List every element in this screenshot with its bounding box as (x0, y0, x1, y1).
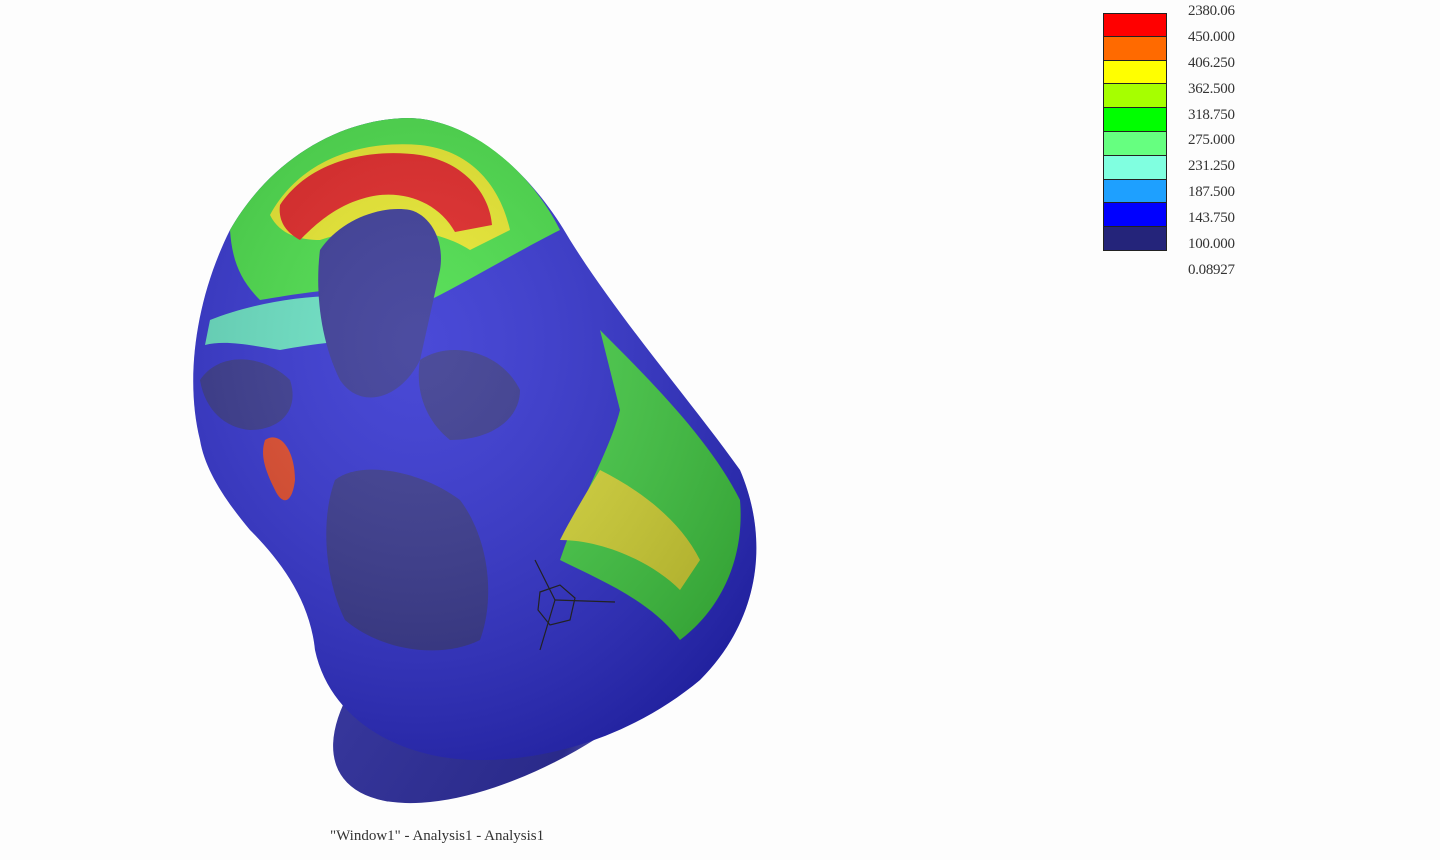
legend-label: 2380.06 (1188, 3, 1235, 19)
legend-label: 450.000 (1188, 28, 1235, 45)
legend-label: 362.500 (1188, 80, 1235, 97)
legend-band (1103, 203, 1167, 228)
color-legend (1103, 13, 1167, 251)
legend-band (1103, 13, 1167, 37)
legend-band (1103, 108, 1167, 132)
legend-label: 275.000 (1188, 132, 1235, 149)
legend-band (1103, 84, 1167, 109)
window-caption: "Window1" - Analysis1 - Analysis1 (330, 828, 545, 844)
legend-label: 187.500 (1188, 184, 1235, 201)
legend-label: 0.08927 (1188, 261, 1235, 278)
coordinate-axes-triad-icon (534, 559, 616, 651)
legend-band (1103, 60, 1167, 85)
legend-label: 143.750 (1188, 210, 1235, 227)
legend-band (1103, 155, 1167, 180)
body-shading (193, 118, 757, 760)
legend-labels: 2380.06 450.000 406.250 362.500 318.750 275.0… (1188, 3, 1235, 288)
legend-label: 406.250 (1188, 54, 1235, 71)
legend-band (1103, 179, 1167, 204)
legend-band (1103, 36, 1167, 61)
stress-contour-model (193, 118, 757, 804)
legend-band (1103, 131, 1167, 156)
legend-label: 318.750 (1188, 106, 1235, 123)
legend-band (1103, 227, 1167, 251)
legend-label: 231.250 (1188, 158, 1235, 175)
legend-label: 100.000 (1188, 236, 1235, 253)
